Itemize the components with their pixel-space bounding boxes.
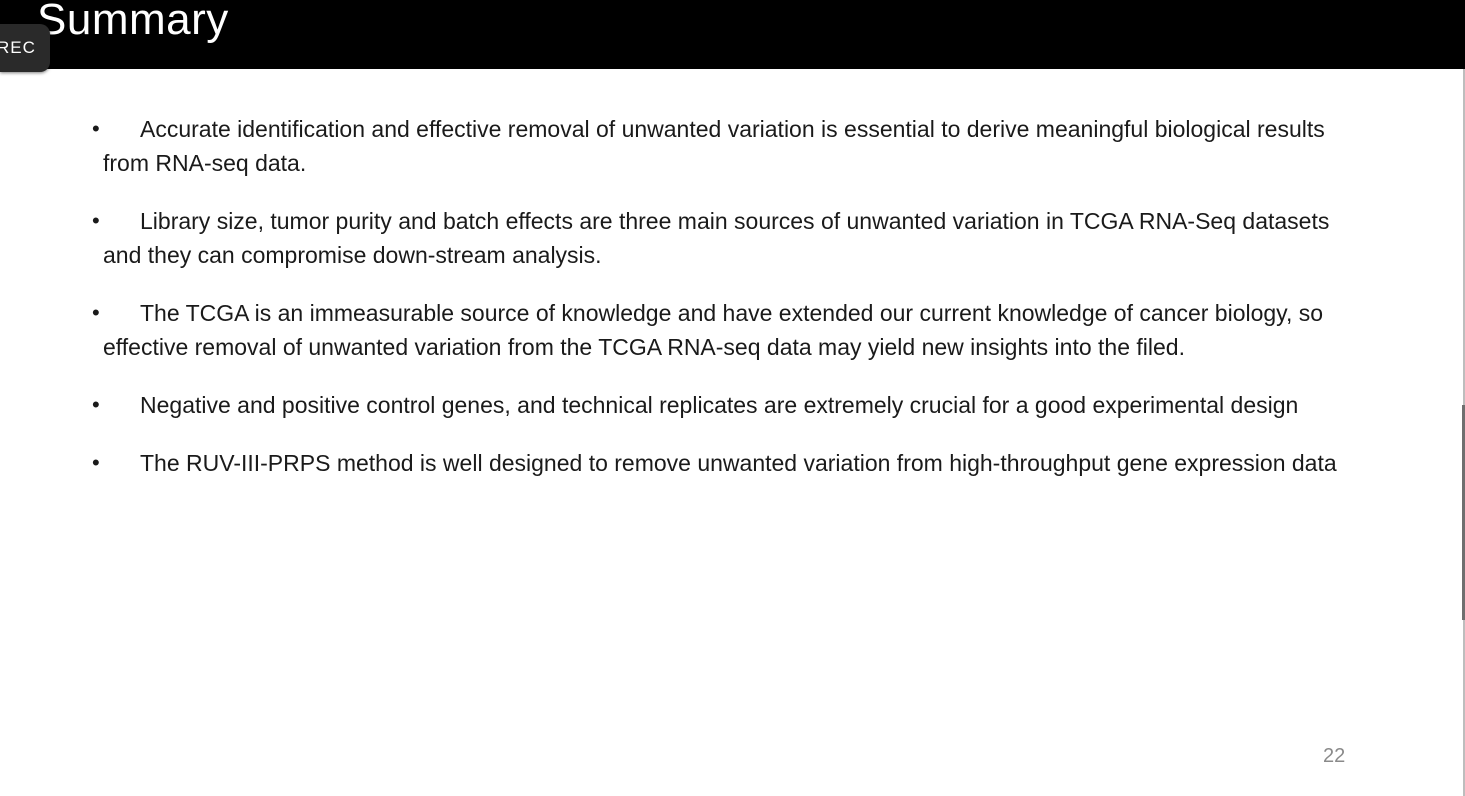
recording-label: REC xyxy=(0,38,36,57)
bullet-text: Library size, tumor purity and batch eff… xyxy=(103,208,1330,268)
recording-indicator[interactable]: REC xyxy=(0,24,50,72)
bullet-text: The RUV-III-PRPS method is well designed… xyxy=(140,450,1337,476)
bullet-item: • Negative and positive control genes, a… xyxy=(92,388,1352,422)
bullet-icon: • xyxy=(92,392,100,417)
bullet-item: • The TCGA is an immeasurable source of … xyxy=(92,296,1352,364)
slide-title: Summary xyxy=(37,0,229,44)
slide-page-number: 22 xyxy=(1323,745,1346,767)
bullet-icon: • xyxy=(92,300,100,325)
summary-bullet-list: • Accurate identification and effective … xyxy=(92,112,1352,504)
bullet-text: Accurate identification and effective re… xyxy=(103,116,1325,176)
bullet-icon: • xyxy=(92,208,100,233)
bullet-item: • The RUV-III-PRPS method is well design… xyxy=(92,446,1352,480)
scrollbar-thumb[interactable] xyxy=(1462,405,1465,620)
bullet-text: Negative and positive control genes, and… xyxy=(140,392,1299,418)
bullet-icon: • xyxy=(92,116,100,141)
bullet-item: • Accurate identification and effective … xyxy=(92,112,1352,180)
bullet-icon: • xyxy=(92,450,100,475)
bullet-text: The TCGA is an immeasurable source of kn… xyxy=(103,300,1324,360)
bullet-item: • Library size, tumor purity and batch e… xyxy=(92,204,1352,272)
title-bar: Summary xyxy=(0,0,1465,69)
